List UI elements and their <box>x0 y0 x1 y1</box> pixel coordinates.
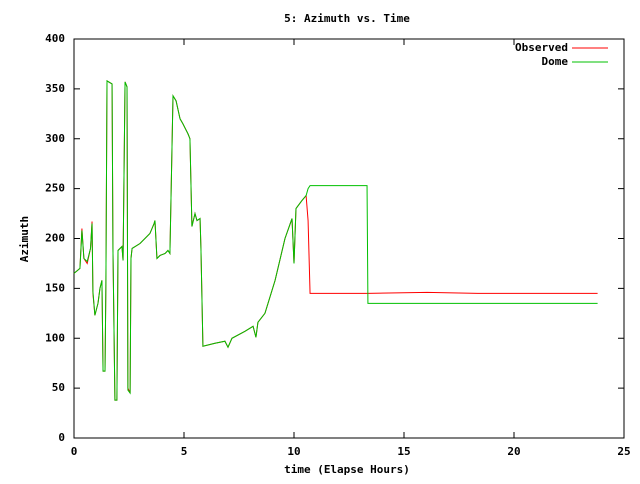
y-axis-label: Azimuth <box>18 216 31 262</box>
y-tick-label: 200 <box>45 232 65 245</box>
chart-title: 5: Azimuth vs. Time <box>284 12 410 25</box>
x-tick-label: 25 <box>617 445 630 458</box>
y-tick-label: 100 <box>45 331 65 344</box>
legend-label: Observed <box>515 41 568 54</box>
x-axis-label: time (Elapse Hours) <box>284 463 410 476</box>
x-tick-label: 15 <box>397 445 410 458</box>
y-tick-label: 250 <box>45 182 65 195</box>
y-tick-label: 50 <box>52 381 65 394</box>
y-tick-label: 400 <box>45 32 65 45</box>
series-line <box>73 80 598 401</box>
legend-label: Dome <box>542 55 569 68</box>
y-tick-label: 150 <box>45 281 65 294</box>
x-tick-label: 0 <box>71 445 78 458</box>
y-tick-label: 0 <box>58 431 65 444</box>
x-tick-label: 10 <box>287 445 300 458</box>
y-tick-label: 350 <box>45 82 65 95</box>
y-tick-label: 300 <box>45 132 65 145</box>
x-tick-label: 5 <box>181 445 188 458</box>
x-tick-label: 20 <box>507 445 520 458</box>
